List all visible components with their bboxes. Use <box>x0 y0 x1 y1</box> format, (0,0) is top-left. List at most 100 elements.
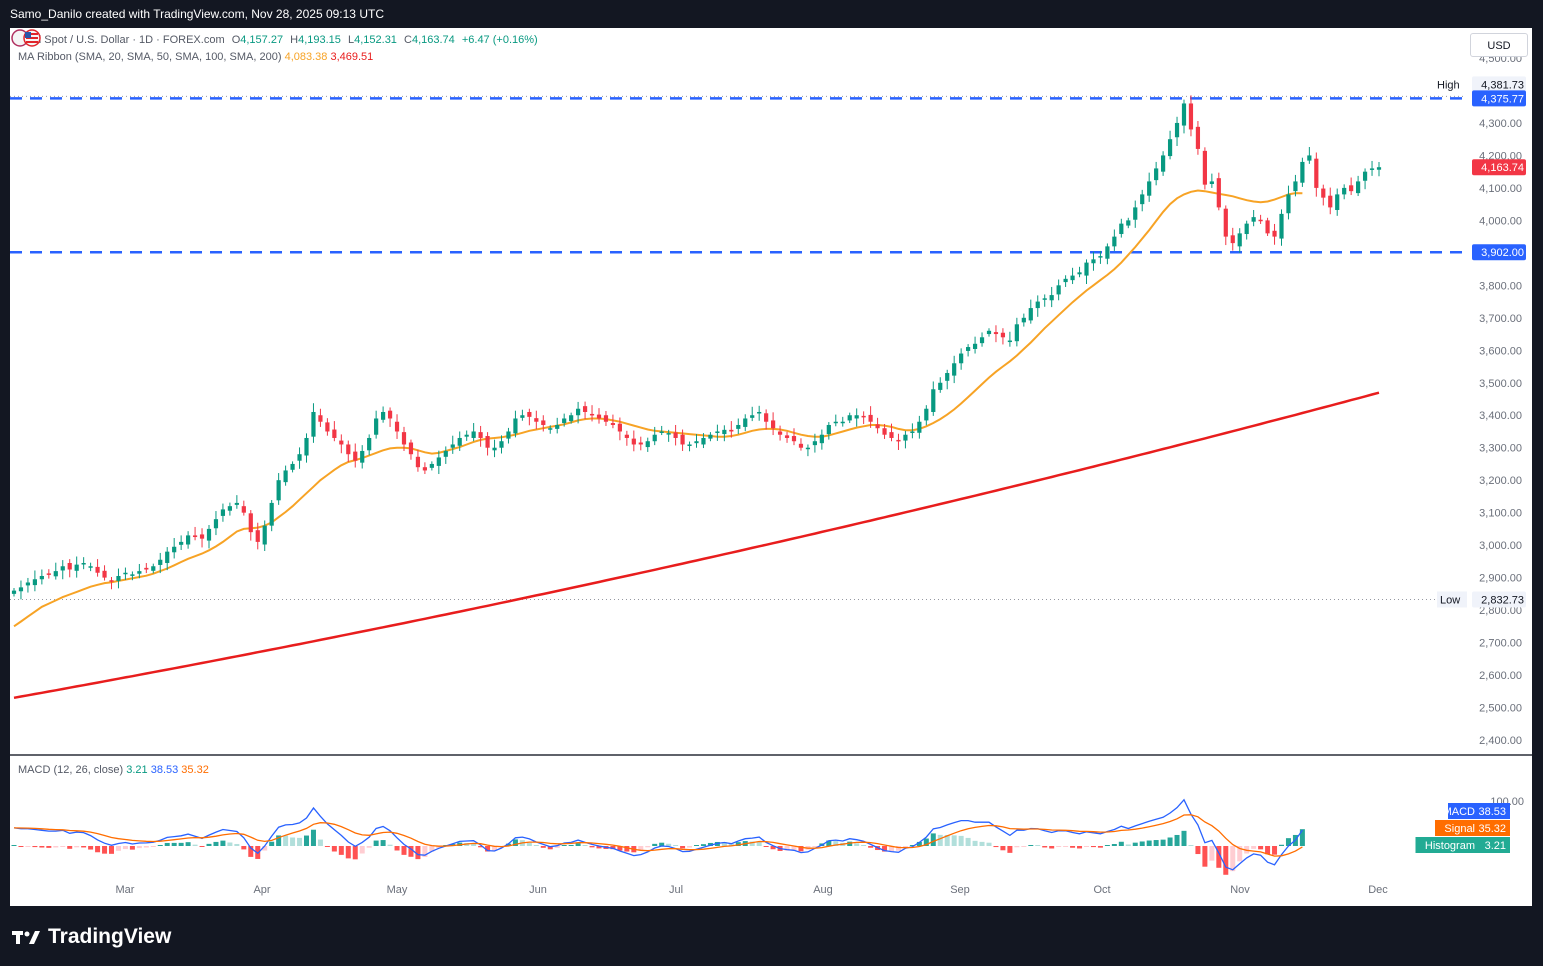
currency-button[interactable]: USD <box>1470 33 1528 57</box>
price-chart[interactable]: 2,400.00 2,500.00 2,600.00 2,700.00 2,800.00… <box>10 28 1532 906</box>
candle-body <box>1049 295 1054 301</box>
candle <box>88 562 93 572</box>
candle-body <box>541 420 546 425</box>
us-flag-icon[interactable] <box>10 28 46 48</box>
candle <box>1272 223 1277 245</box>
candle-body <box>694 441 699 444</box>
candle <box>485 432 490 456</box>
candle <box>1133 200 1138 228</box>
candle <box>255 522 260 550</box>
candle <box>708 432 713 442</box>
candle-body <box>11 590 17 594</box>
y-tick-label-14: 3,800.00 <box>1479 280 1522 292</box>
candle-body <box>952 363 957 376</box>
candles-group <box>11 95 1382 600</box>
candle-body <box>1349 185 1354 192</box>
macd-hist-bar <box>283 835 289 846</box>
candle-body <box>158 559 163 565</box>
chart-panel[interactable]: 2,400.00 2,500.00 2,600.00 2,700.00 2,800.00… <box>10 28 1532 906</box>
candle <box>812 433 817 453</box>
candle-body <box>179 541 184 545</box>
candle-body <box>819 434 824 444</box>
candle-body <box>102 570 107 578</box>
candle <box>986 328 992 337</box>
candle <box>1056 279 1061 301</box>
tradingview-logo[interactable]: TradingView <box>12 922 171 952</box>
candle-body <box>1328 195 1333 208</box>
candle <box>408 439 414 460</box>
candle <box>694 434 699 448</box>
candle-body <box>1300 161 1305 183</box>
high-tag-label: High <box>1437 79 1460 91</box>
price-axis[interactable]: 2,400.00 2,500.00 2,600.00 2,700.00 2,800.00… <box>1437 53 1526 747</box>
high-label: H <box>290 34 299 46</box>
candle-body <box>311 411 316 437</box>
candle <box>471 423 476 442</box>
candle <box>589 405 595 422</box>
candle <box>506 427 511 444</box>
y-tick-label-0: 2,400.00 <box>1479 735 1522 747</box>
macd-hist-bar <box>847 841 853 846</box>
last-price-tag: 4,163.74 <box>1472 159 1526 176</box>
macd-hist-bar <box>902 846 908 847</box>
candle <box>952 355 957 384</box>
candle <box>596 408 602 424</box>
candle <box>478 425 483 447</box>
candle-body <box>353 451 358 461</box>
candle-body <box>1279 213 1284 239</box>
x-month-label-sep: Sep <box>950 884 970 896</box>
ma20-line <box>13 189 1303 628</box>
macd-hist-bar <box>1104 845 1110 846</box>
candle <box>137 563 142 579</box>
low-tag-label: Low <box>1440 594 1460 606</box>
macd-hist-bar <box>32 846 38 848</box>
candle <box>457 431 462 451</box>
candle-body <box>569 415 574 422</box>
candle-body <box>882 428 887 435</box>
candle <box>1126 217 1131 229</box>
macd-hist-bar <box>540 846 546 848</box>
macd-hist-bar <box>415 846 421 860</box>
candle <box>165 547 170 571</box>
candle-body <box>1042 298 1047 300</box>
candle-body <box>736 424 741 429</box>
candle <box>1349 177 1354 196</box>
candle <box>443 446 448 464</box>
macd-hist-bar <box>993 846 999 848</box>
macd-hist-bar <box>1090 846 1096 848</box>
low-value: 4,152.31 <box>354 34 397 46</box>
candle <box>548 425 553 434</box>
x-month-label-dec: Dec <box>1368 884 1388 896</box>
macd-hist-bar <box>143 846 149 848</box>
horizontal-levels <box>10 95 1465 600</box>
macd-hist-bar <box>694 845 699 846</box>
candle-body <box>165 551 170 564</box>
candle-body <box>610 423 616 425</box>
candle-body <box>666 433 671 435</box>
candle <box>1279 209 1284 246</box>
macd-hist-bar <box>1285 838 1291 846</box>
candle-body <box>1098 256 1103 258</box>
macd-hist-bar <box>394 846 400 851</box>
candle <box>241 500 246 516</box>
candle-body <box>722 429 727 435</box>
candle <box>861 411 866 425</box>
candle <box>617 417 622 441</box>
y-tick-label-15: 4,000.00 <box>1479 215 1522 227</box>
y-tick-label-1: 2,500.00 <box>1479 703 1522 715</box>
candle <box>638 436 643 451</box>
time-axis[interactable]: Mar Apr May Jun Jul Aug Sep Oct Nov Dec <box>116 884 1389 896</box>
candle <box>346 440 351 463</box>
macd-line <box>13 798 1303 871</box>
candle-body <box>81 563 86 565</box>
candle-body <box>39 575 44 580</box>
candle-body <box>360 450 365 463</box>
candle-body <box>931 389 936 412</box>
macd-hist-bar <box>861 845 867 846</box>
candle <box>784 431 790 443</box>
macd-hist-bar <box>909 845 915 846</box>
candle <box>325 418 330 436</box>
macd-hist-bar <box>1007 846 1013 853</box>
close-label: C <box>404 34 412 46</box>
macd-hist-bar <box>1014 846 1020 848</box>
